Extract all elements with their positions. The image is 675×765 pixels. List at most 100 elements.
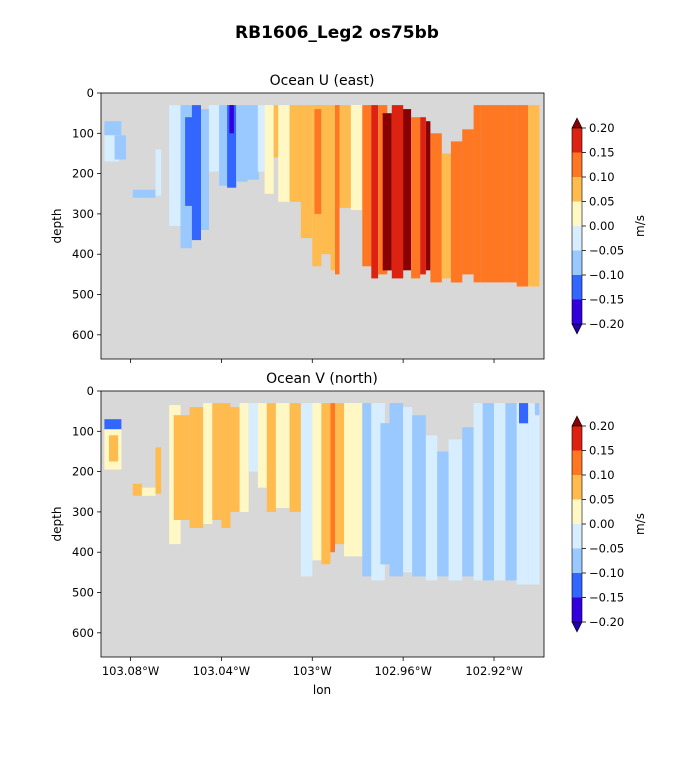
colorbar-swatch <box>572 201 582 226</box>
panel-v-x-label: lon <box>313 683 331 697</box>
colorbar-swatch <box>572 250 582 275</box>
colorbar-swatch <box>572 597 582 622</box>
heatmap-cell <box>266 403 276 512</box>
heatmap-cell <box>155 447 162 494</box>
heatmap-cell <box>391 105 404 279</box>
heatmap-cell <box>219 105 229 186</box>
heatmap-cell <box>132 189 156 198</box>
heatmap-cell <box>208 105 221 172</box>
heatmap-cell <box>229 105 234 134</box>
colorbar-swatch <box>572 275 582 300</box>
heatmap-cell <box>420 117 426 275</box>
colorbar-swatch <box>572 152 582 177</box>
heatmap-cell <box>300 105 313 239</box>
heatmap-cell <box>273 105 281 158</box>
colorbar-swatch <box>572 499 582 524</box>
colorbar-tick-label: 0.10 <box>589 468 615 482</box>
heatmap-cell <box>321 105 331 255</box>
heatmap-cell <box>185 117 194 206</box>
y-tick-label: 0 <box>87 384 94 398</box>
heatmap-cell <box>132 483 142 496</box>
heatmap-cell <box>389 403 404 577</box>
colorbar-tick-label: −0.10 <box>589 268 624 282</box>
heatmap-cell <box>278 105 290 202</box>
y-tick-label: 300 <box>72 505 94 519</box>
y-tick-label: 600 <box>72 328 94 342</box>
panel-v-frame <box>100 390 545 658</box>
heatmap-cell <box>289 403 301 512</box>
heatmap-cell <box>173 415 190 520</box>
colorbar-swatch <box>572 226 582 251</box>
heatmap-cell <box>330 403 335 553</box>
colorbar-swatch <box>572 548 582 573</box>
heatmap-cell <box>430 133 442 283</box>
colorbar-tick-label: −0.15 <box>589 591 624 605</box>
x-tick-label: 102.92°W <box>465 664 522 678</box>
colorbar-tick-label: 0.20 <box>589 121 615 135</box>
heatmap-cell <box>473 403 483 581</box>
heatmap-cell <box>300 403 313 577</box>
x-tick-label: 102.96°W <box>374 664 431 678</box>
y-tick-label: 200 <box>72 465 94 479</box>
y-tick-label: 0 <box>87 86 94 100</box>
heatmap-cell <box>191 105 201 241</box>
heatmap-cell <box>230 407 240 512</box>
heatmap-cell <box>534 403 540 416</box>
heatmap-cell <box>528 105 540 287</box>
panel-u-colorbar: 0.20 0.15 0.10 0.05 0.00 −0.05 −0.10 −0.15 −0.20 <box>571 117 624 335</box>
colorbar-tick-label: −0.05 <box>589 542 624 556</box>
heatmap-cell <box>247 105 259 180</box>
heatmap-cell <box>155 149 162 196</box>
colorbar-swatch <box>572 450 582 475</box>
heatmap-cell <box>380 423 390 565</box>
heatmap-cell <box>494 105 506 283</box>
colorbar-tick-label: 0.00 <box>589 219 615 233</box>
colorbar-swatch <box>572 524 582 549</box>
heatmap-cell <box>403 407 413 573</box>
heatmap-cell <box>104 419 122 430</box>
figure-suptitle: RB1606_Leg2 os75bb <box>235 23 439 43</box>
heatmap-cell <box>201 109 209 230</box>
heatmap-cell <box>114 135 126 160</box>
heatmap-cell <box>411 117 421 279</box>
heatmap-cell <box>362 403 372 577</box>
heatmap-cell <box>382 113 392 271</box>
heatmap-cell <box>462 427 474 577</box>
x-tick-label: 103.04°W <box>193 664 250 678</box>
heatmap-cell <box>248 403 258 472</box>
heatmap-cell <box>189 407 204 528</box>
colorbar-tick-label: −0.15 <box>589 293 624 307</box>
panel-u-frame <box>100 92 545 360</box>
colorbar-swatch <box>572 475 582 500</box>
heatmap-cell <box>312 403 322 561</box>
y-tick-label: 100 <box>72 126 94 140</box>
panel-u-title: Ocean U (east) <box>270 73 375 89</box>
heatmap-cell <box>441 153 451 279</box>
heatmap-cell <box>516 403 529 585</box>
y-tick-label: 400 <box>72 545 94 559</box>
heatmap-cell <box>344 403 363 557</box>
heatmap-cell <box>221 403 231 528</box>
heatmap-cell <box>371 105 379 279</box>
heatmap-cell <box>257 105 265 172</box>
heatmap-cell <box>505 105 517 283</box>
panel-u-heatmap <box>104 105 540 287</box>
heatmap-cell <box>275 403 290 508</box>
heatmap-cell <box>482 403 495 581</box>
panel-u-y-label: depth <box>50 209 64 244</box>
heatmap-cell <box>321 403 331 565</box>
heatmap-cell <box>257 403 267 488</box>
heatmap-cell <box>335 105 340 275</box>
colorbar-tick-label: 0.05 <box>589 493 615 507</box>
heatmap-cell <box>425 121 431 271</box>
heatmap-cell <box>450 141 463 283</box>
colorbar-extend-min <box>571 621 583 633</box>
panel-v-y-label: depth <box>50 507 64 542</box>
y-tick-label: 100 <box>72 424 94 438</box>
colorbar-tick-label: −0.20 <box>589 317 624 331</box>
colorbar-tick-label: 0.20 <box>589 419 615 433</box>
panel-v-heatmap <box>104 403 540 585</box>
heatmap-cell <box>494 403 506 581</box>
panel-v: Ocean V (north) 0 100 200 300 400 500 600 103.… <box>50 371 647 697</box>
